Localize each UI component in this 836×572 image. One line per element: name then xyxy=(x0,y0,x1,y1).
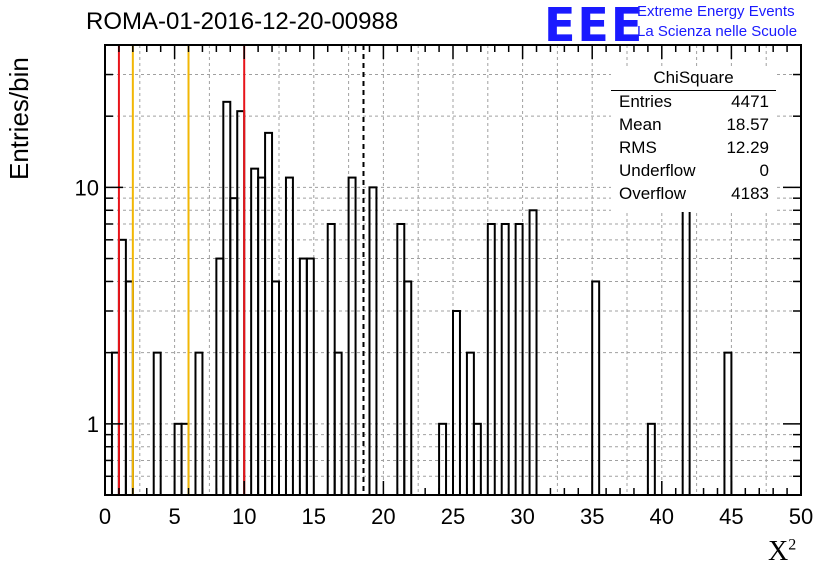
histogram-bar xyxy=(486,222,496,496)
stats-row-entries: Entries 4471 xyxy=(619,92,769,114)
stats-title: ChiSquare xyxy=(653,68,734,87)
x-tick-label: 25 xyxy=(441,504,465,529)
x-tick-label: 5 xyxy=(168,504,180,529)
x-axis-label: X2X² xyxy=(768,536,797,567)
stats-row-overflow: Overflow 4183 xyxy=(619,184,769,206)
histogram-bar xyxy=(229,197,239,496)
y-tick-label: 1 xyxy=(87,412,99,437)
eee-tagline-2: La Scienza nelle Scuole xyxy=(637,23,798,40)
stats-label: Overflow xyxy=(619,184,687,203)
stats-label: RMS xyxy=(619,138,657,157)
histogram-bar xyxy=(368,186,378,496)
y-tick-label: 10 xyxy=(75,175,99,200)
x-tick-label: 15 xyxy=(302,504,326,529)
histogram-bar xyxy=(236,110,246,497)
histogram-bar xyxy=(347,176,357,497)
histogram-bar xyxy=(124,280,134,496)
histogram-bar xyxy=(215,257,225,496)
stats-label: Entries xyxy=(619,92,672,111)
stats-value: 0 xyxy=(759,161,769,180)
x-tick-label: 45 xyxy=(719,504,743,529)
histogram-bar xyxy=(500,222,510,496)
stats-label: Underflow xyxy=(619,161,696,180)
stats-value: 12.29 xyxy=(726,138,769,157)
histogram-bar xyxy=(222,100,232,497)
stats-value: 4471 xyxy=(731,92,769,111)
histogram-bar xyxy=(396,222,406,496)
histogram-bar xyxy=(257,176,267,497)
x-tick-label: 10 xyxy=(232,504,256,529)
y-axis-label: Entries/bin xyxy=(4,57,34,180)
stats-row-rms: RMS 12.29 xyxy=(619,138,769,160)
x-tick-label: 20 xyxy=(371,504,395,529)
histogram-bar xyxy=(284,176,294,497)
histogram-bar xyxy=(681,197,691,496)
chart-title: ROMA-01-2016-12-20-00988 xyxy=(86,8,399,35)
histogram-bar xyxy=(452,310,461,497)
histogram-bar xyxy=(305,257,315,496)
histogram-bar xyxy=(591,280,601,496)
y-axis-ticks: 1 10 xyxy=(75,73,801,478)
x-axis-ticks: 0 5 10 15 20 25 30 35 40 45 50 xyxy=(99,45,813,529)
stats-divider xyxy=(611,90,776,91)
histogram-bar xyxy=(271,280,281,496)
x-tick-label: 40 xyxy=(650,504,674,529)
histogram-bar xyxy=(117,238,127,496)
stats-value: 4183 xyxy=(731,184,769,203)
stats-box: ChiSquare Entries 4471 Mean 18.57 RMS 12… xyxy=(611,66,776,212)
x-tick-label: 50 xyxy=(789,504,813,529)
stats-row-underflow: Underflow 0 xyxy=(619,161,769,183)
x-tick-label: 0 xyxy=(99,504,111,529)
eee-logo: EEE xyxy=(544,0,645,52)
stats-label: Mean xyxy=(619,115,662,134)
histogram-bar xyxy=(514,222,524,496)
stats-row-mean: Mean 18.57 xyxy=(619,115,769,137)
histogram-bar xyxy=(298,257,308,496)
eee-tagline-1: Extreme Energy Events xyxy=(637,3,795,20)
histogram-bar xyxy=(326,222,336,496)
stats-value: 18.57 xyxy=(726,115,769,134)
histogram-bar xyxy=(403,280,413,496)
x-tick-label: 30 xyxy=(510,504,534,529)
x-tick-label: 35 xyxy=(580,504,604,529)
reference-lines xyxy=(117,45,365,495)
histogram-bar xyxy=(250,167,260,496)
